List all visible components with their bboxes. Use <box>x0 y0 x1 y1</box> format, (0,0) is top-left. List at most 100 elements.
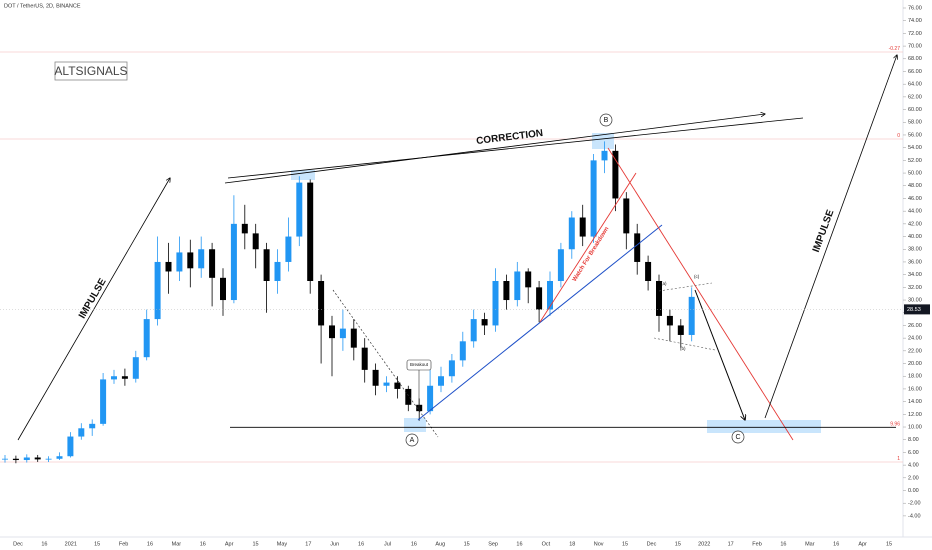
breakout-label: Breakout <box>410 362 429 367</box>
candle-body <box>198 249 205 269</box>
y-tick-label: 50.00 <box>908 171 922 177</box>
candle-body <box>100 379 107 424</box>
subwave-label: (b) <box>680 346 686 351</box>
candle-body <box>623 198 630 234</box>
y-tick-label: 74.00 <box>908 18 922 24</box>
impulse-arrow <box>17 178 170 441</box>
candle-body <box>503 280 510 301</box>
wave-label: A <box>410 437 415 444</box>
fib-label: 0 <box>897 133 900 139</box>
candles <box>2 141 695 464</box>
subwave-label: (c) <box>694 274 700 279</box>
candle-body <box>89 423 96 429</box>
candle-body <box>372 369 379 386</box>
resistance-line <box>539 172 637 323</box>
y-tick-label: 22.00 <box>908 348 922 354</box>
y-tick-label: 32.00 <box>908 285 922 291</box>
candle-body <box>448 360 455 377</box>
y-tick-label: 54.00 <box>908 145 922 151</box>
candle-body <box>590 160 597 237</box>
zone <box>592 133 614 149</box>
candle-body <box>318 280 325 326</box>
x-tick-label: May <box>277 541 288 547</box>
x-tick-label: 15 <box>94 541 100 547</box>
x-tick-label: 15 <box>886 541 892 547</box>
fib-label: 1 <box>897 456 900 462</box>
x-tick-label: Aug <box>435 541 445 547</box>
y-tick-label: 18.00 <box>908 374 922 380</box>
fib-label: -0.27 <box>889 46 901 52</box>
wave-marker <box>599 113 613 127</box>
y-tick-label: 10.00 <box>908 424 922 430</box>
y-tick-label: 60.00 <box>908 107 922 113</box>
x-tick-label: Dec <box>13 541 23 547</box>
y-tick-label: 20.00 <box>908 361 922 367</box>
x-tick-label: 16 <box>200 541 206 547</box>
x-tick-label: 15 <box>622 541 628 547</box>
x-tick-label: 15 <box>675 541 681 547</box>
x-tick-label: Feb <box>119 541 128 547</box>
candle-body <box>230 223 237 301</box>
candle-body <box>634 233 641 262</box>
candle-body <box>252 233 259 250</box>
zone <box>291 170 315 180</box>
x-tick-label: Sep <box>488 541 498 547</box>
x-tick-label: 16 <box>358 541 364 547</box>
candle-body <box>557 249 564 281</box>
wave-label: B <box>604 117 609 124</box>
subwave-label: (a) <box>661 281 667 286</box>
candle-body <box>143 319 150 358</box>
x-tick-label: 2021 <box>65 541 77 547</box>
x-tick-label: 16 <box>41 541 47 547</box>
x-tick-label: 16 <box>516 541 522 547</box>
level-label: 9.96 <box>890 421 900 427</box>
chart-title: DOT / TetherUS, 2D, BINANCE <box>4 3 81 9</box>
candle-body <box>209 249 216 278</box>
candle-body <box>656 280 662 316</box>
y-tick-label: 52.00 <box>908 158 922 164</box>
support-line <box>417 224 663 421</box>
correction-line <box>224 114 765 184</box>
y-tick-label: 40.00 <box>908 234 922 240</box>
y-tick-label: 46.00 <box>908 196 922 202</box>
watermark: ALTSIGNALS <box>54 64 127 78</box>
x-tick-label: Dec <box>647 541 657 547</box>
candle-body <box>470 319 477 342</box>
last-price-box <box>904 304 930 315</box>
y-tick-label: 70.00 <box>908 44 922 50</box>
y-tick-label: 68.00 <box>908 56 922 62</box>
correction-line <box>227 117 804 179</box>
x-tick-label: 2022 <box>698 541 710 547</box>
candle-body <box>405 388 412 405</box>
zone <box>404 418 426 432</box>
candle-body <box>514 271 521 301</box>
y-tick-label: 44.00 <box>908 209 922 215</box>
candle-body <box>481 319 488 326</box>
y-tick-label: 42.00 <box>908 221 922 227</box>
candle-body <box>612 150 619 199</box>
y-tick-label: 16.00 <box>908 386 922 392</box>
candle-body <box>45 458 52 460</box>
x-tick-label: 15 <box>464 541 470 547</box>
x-tick-label: 17 <box>305 541 311 547</box>
x-tick-label: 17 <box>728 541 734 547</box>
x-tick-label: 15 <box>252 541 258 547</box>
candle-body <box>677 325 684 335</box>
x-tick-label: 16 <box>833 541 839 547</box>
candle-body <box>220 277 226 301</box>
candle-body <box>601 150 608 161</box>
y-tick-label: 0.00 <box>908 488 919 494</box>
candle-body <box>241 223 248 234</box>
candle-body <box>438 376 444 386</box>
y-tick-label: 34.00 <box>908 272 922 278</box>
x-tick-label: Apr <box>858 541 867 547</box>
y-tick-label: 76.00 <box>908 5 922 11</box>
y-tick-label: 36.00 <box>908 259 922 265</box>
y-tick-label: 64.00 <box>908 82 922 88</box>
candle-body <box>23 457 30 461</box>
wave-marker <box>405 433 419 447</box>
y-tick-label: 66.00 <box>908 69 922 75</box>
y-tick-label: 12.00 <box>908 412 922 418</box>
